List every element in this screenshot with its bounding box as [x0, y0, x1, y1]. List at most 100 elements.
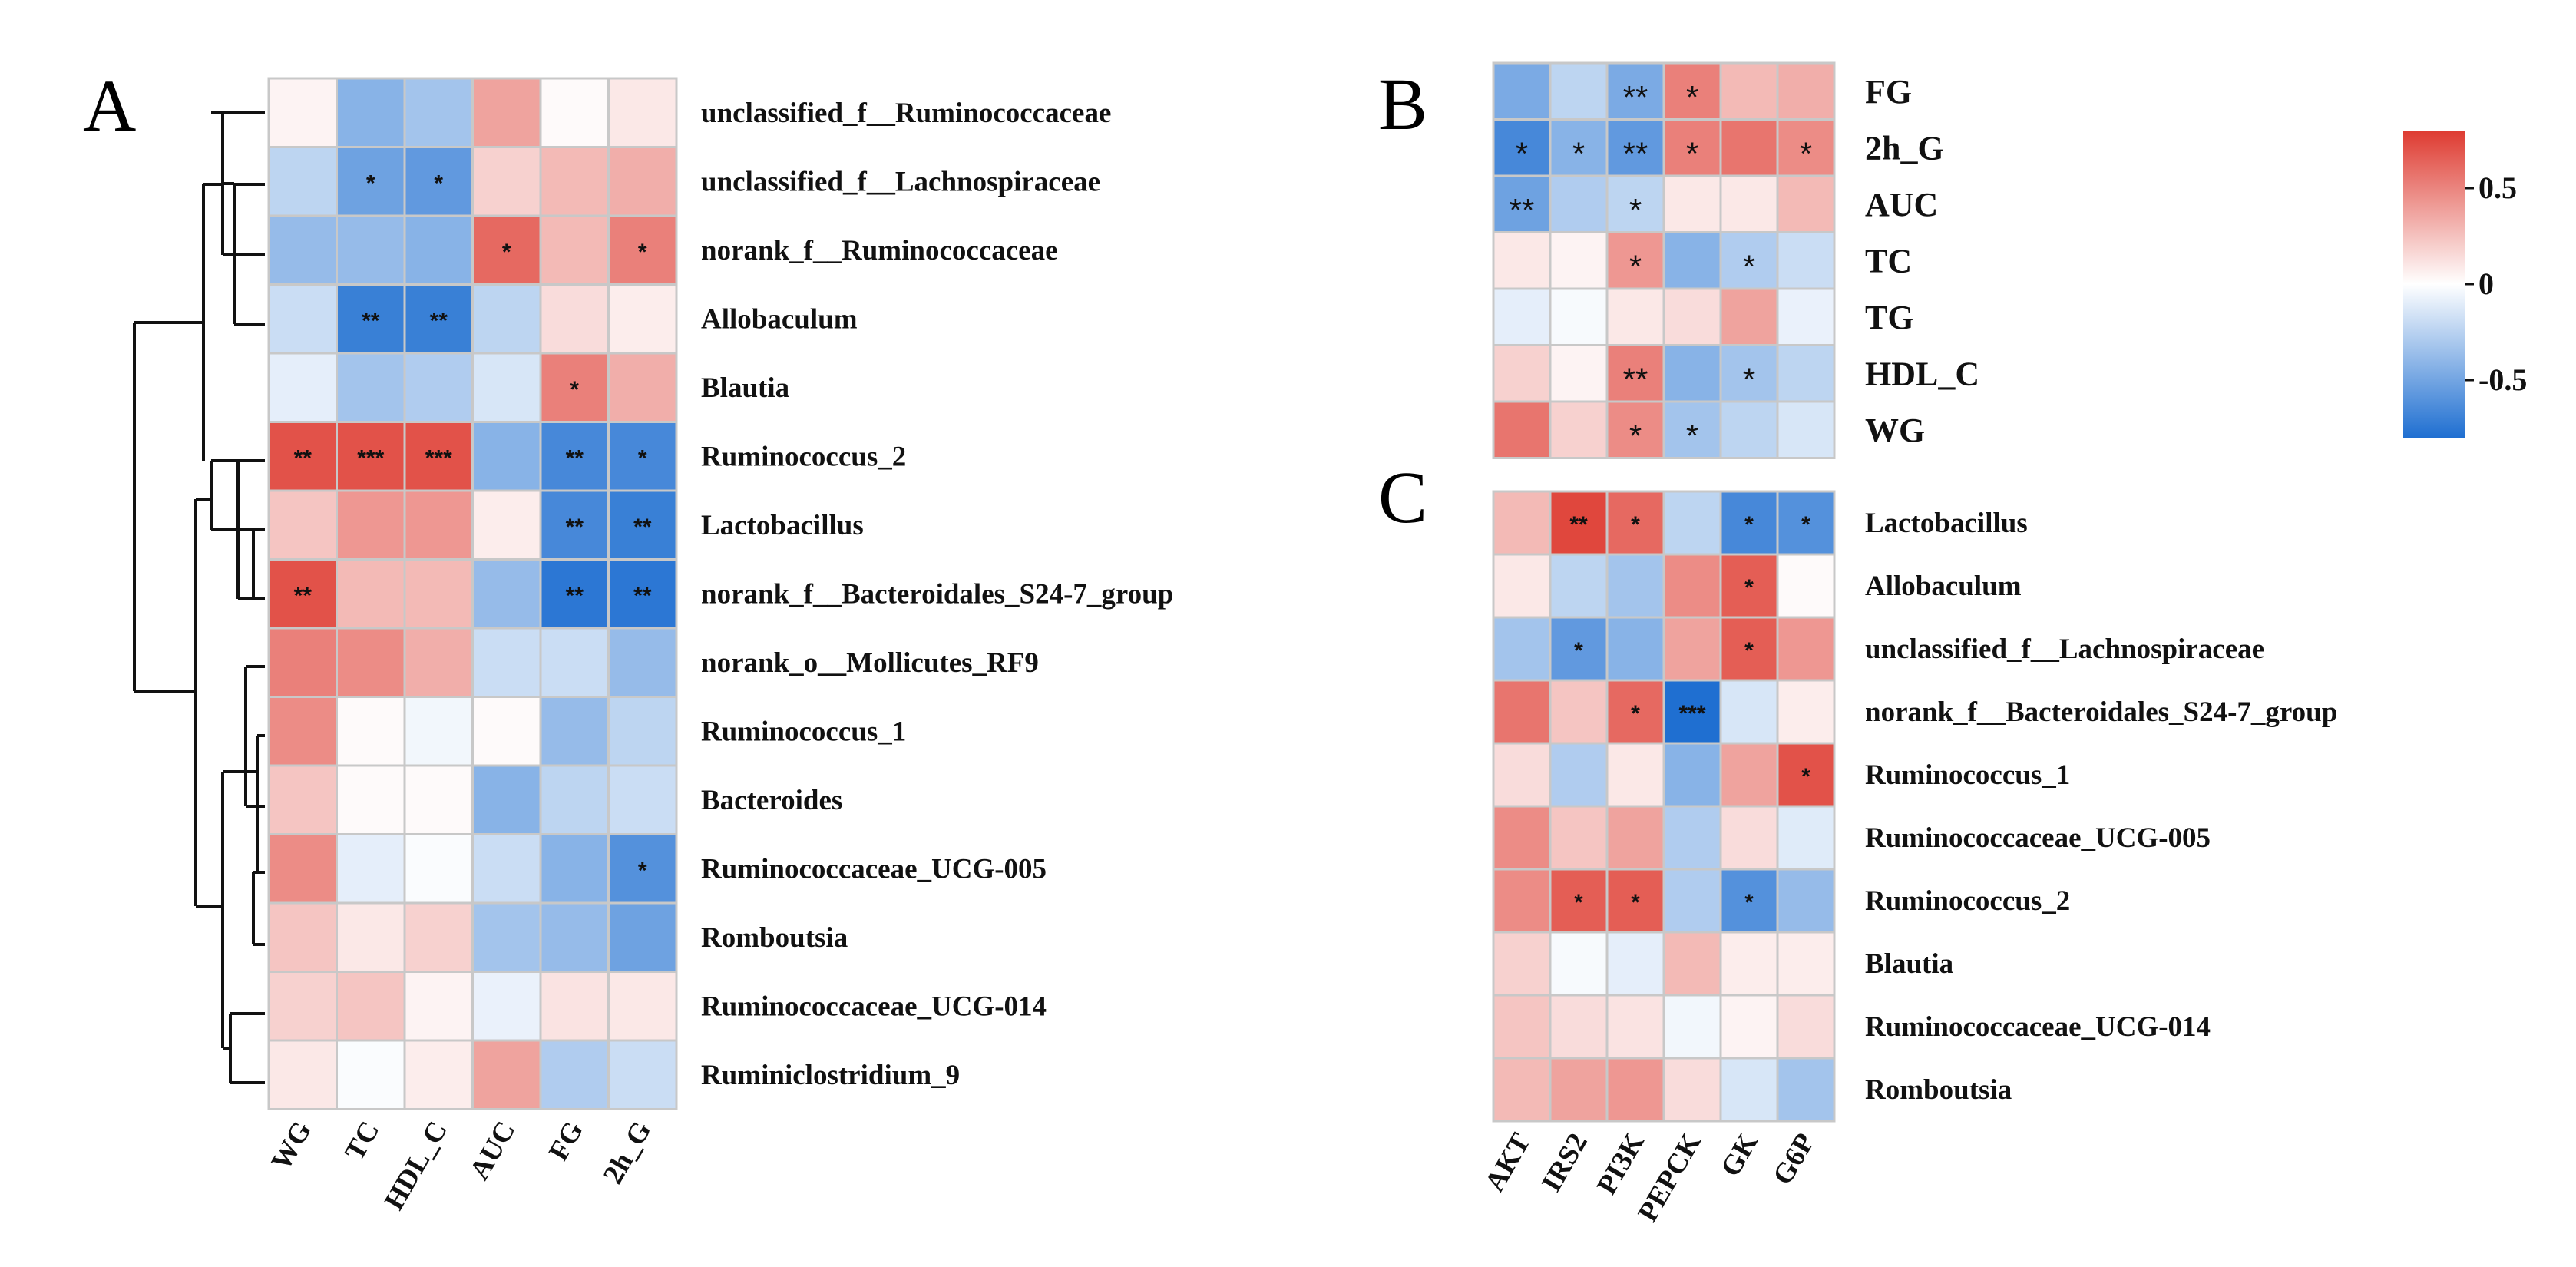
heatmap-cell [1662, 490, 1722, 556]
heatmap-cell [267, 833, 338, 905]
heatmap-cell [1492, 490, 1552, 556]
heatmap-cell [403, 627, 474, 698]
row-label: TC [1865, 242, 1912, 280]
heatmap-cell [471, 283, 542, 355]
heatmap-cell [1776, 742, 1836, 808]
significance-marker: * [1800, 135, 1812, 171]
heatmap-cell [1719, 805, 1779, 871]
row-label: Blautia [1865, 948, 1953, 980]
heatmap-cell [1719, 931, 1779, 997]
significance-marker: * [638, 240, 647, 265]
heatmap-cell [607, 283, 678, 355]
heatmap-cell [1662, 931, 1722, 997]
heatmap-cell [1776, 553, 1836, 619]
row-label: TG [1865, 299, 1914, 336]
heatmap-cell [607, 421, 678, 492]
row-label: Ruminococcus_1 [701, 716, 906, 747]
heatmap-cell [336, 764, 406, 835]
column-label: IRS2 [1536, 1128, 1594, 1197]
heatmap-cell [1492, 994, 1552, 1060]
heatmap-cell [1719, 118, 1779, 177]
heatmap-cell [1549, 287, 1609, 346]
heatmap-cell [607, 558, 678, 630]
heatmap-cell [336, 77, 406, 148]
heatmap-cell [539, 77, 610, 148]
significance-marker: * [1744, 890, 1754, 915]
heatmap-cell [1719, 231, 1779, 290]
significance-marker: * [1631, 512, 1640, 538]
column-label: AKT [1479, 1128, 1537, 1197]
heatmap-cell [1605, 553, 1665, 619]
heatmap-cell [471, 352, 542, 423]
heatmap-cell [1776, 231, 1836, 290]
row-label: Ruminococcus_2 [701, 441, 906, 472]
heatmap-cell [267, 1039, 338, 1110]
significance-marker: * [638, 445, 647, 471]
heatmap-cell [336, 1039, 406, 1110]
heatmap-cell [267, 764, 338, 835]
heatmap-cell [267, 489, 338, 561]
colorbar [2403, 131, 2465, 438]
heatmap-cell [1605, 1057, 1665, 1123]
heatmap-cell [403, 764, 474, 835]
significance-marker: ** [566, 445, 584, 471]
heatmap-cell [403, 833, 474, 905]
heatmap-cell [1776, 400, 1836, 459]
heatmap-c: ** * * *** ** ***** * *LactobacillusAllobaculum… [1479, 490, 2337, 1227]
heatmap-cell [267, 421, 338, 492]
heatmap-cell [539, 696, 610, 767]
heatmap-cell [403, 489, 474, 561]
heatmap-cell [1492, 61, 1552, 121]
significance-marker: * [1686, 418, 1698, 454]
significance-marker: * [1629, 192, 1642, 228]
row-label: Ruminococcus_1 [1865, 759, 2070, 791]
heatmap-cell [1492, 805, 1552, 871]
heatmap-cell [1719, 994, 1779, 1060]
heatmap-cell [1662, 679, 1722, 745]
heatmap-cell [471, 558, 542, 630]
heatmap-cell [336, 627, 406, 698]
row-label: Ruminococcaceae_UCG-014 [1865, 1011, 2211, 1043]
heatmap-cell [471, 764, 542, 835]
heatmap-cell [267, 214, 338, 286]
column-label: 2h_G [597, 1116, 658, 1189]
heatmap-cell [336, 901, 406, 973]
significance-marker: * [1743, 248, 1755, 284]
row-label: unclassified_f__Ruminococcaceae [701, 98, 1111, 129]
row-label: Allobaculum [1865, 571, 2022, 602]
heatmap-cell [1776, 287, 1836, 346]
heatmap-cell [607, 901, 678, 973]
heatmap-cell [403, 283, 474, 355]
heatmap-cell [539, 283, 610, 355]
heatmap-cell [607, 627, 678, 698]
heatmap-cell [607, 833, 678, 905]
row-label: Lactobacillus [1865, 508, 2028, 539]
heatmap-cell [471, 627, 542, 698]
heatmap-cell [1492, 616, 1552, 682]
heatmap-cell [1492, 231, 1552, 290]
row-label: Ruminococcaceae_UCG-005 [701, 853, 1047, 885]
heatmap-cell [1492, 553, 1552, 619]
column-label: TC [339, 1116, 385, 1166]
heatmap-cell [607, 77, 678, 148]
row-label: 2h_G [1865, 129, 1944, 167]
significance-marker: *** [1678, 701, 1705, 726]
significance-marker: * [1801, 512, 1810, 538]
heatmap-cell [336, 971, 406, 1042]
significance-marker: * [1516, 135, 1528, 171]
heatmap-cell [403, 696, 474, 767]
heatmap-cell [1719, 742, 1779, 808]
heatmap-cell [471, 1039, 542, 1110]
heatmap-cell [471, 901, 542, 973]
heatmap-cell [1605, 616, 1665, 682]
heatmap-cell [336, 696, 406, 767]
significance-marker: ** [633, 583, 652, 608]
significance-marker: ** [633, 514, 652, 540]
colorbar-tick-label: 0.5 [2478, 170, 2517, 205]
heatmap-cell [539, 901, 610, 973]
significance-marker: ** [1623, 361, 1648, 397]
row-label: Ruminococcaceae_UCG-005 [1865, 822, 2211, 854]
significance-marker: * [1686, 135, 1698, 171]
heatmap-cell [1605, 931, 1665, 997]
